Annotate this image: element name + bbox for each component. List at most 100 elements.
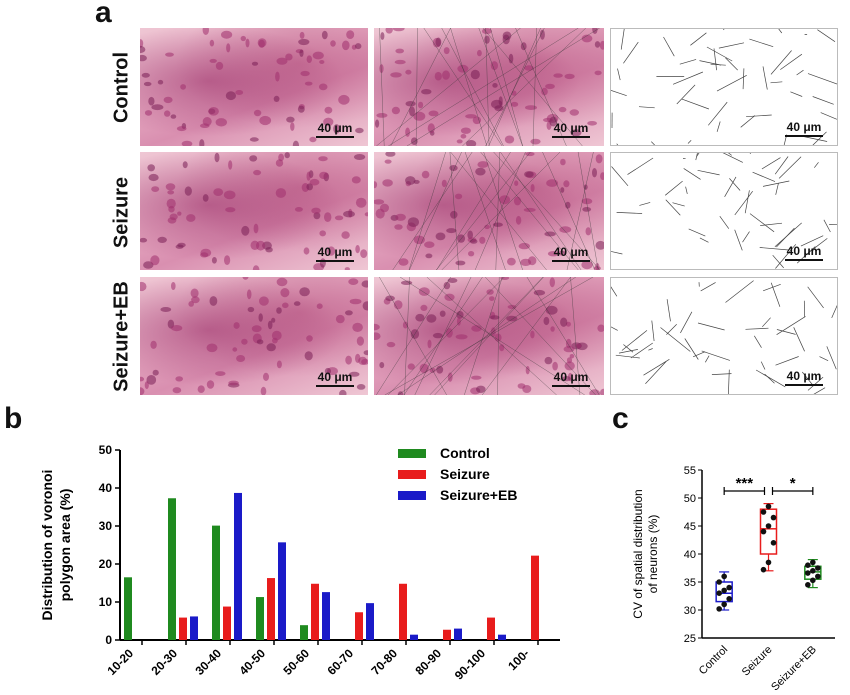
cell-nucleus bbox=[241, 338, 248, 345]
voronoi-edge bbox=[762, 283, 781, 292]
cell-nucleus bbox=[256, 339, 264, 345]
bar-seizure-eb bbox=[322, 592, 330, 640]
cell-nucleus bbox=[517, 383, 526, 389]
y-axis-label: CV of spatial distributionof neurons (%) bbox=[631, 489, 660, 618]
scale-bar-label: 40 μm bbox=[553, 245, 589, 259]
cell-nucleus bbox=[418, 101, 424, 109]
cell-nucleus bbox=[533, 289, 546, 296]
voronoi-edge bbox=[616, 212, 643, 214]
cell-nucleus bbox=[225, 207, 236, 213]
data-point bbox=[805, 582, 811, 588]
cell-nucleus bbox=[599, 40, 604, 50]
cell-nucleus bbox=[184, 186, 192, 196]
voronoi-edge bbox=[681, 98, 710, 110]
scale-bar-line bbox=[316, 260, 354, 262]
x-tick-label: Seizure bbox=[740, 644, 775, 679]
voronoi-line bbox=[415, 28, 418, 146]
cell-nucleus bbox=[344, 267, 350, 270]
voronoi-line bbox=[409, 152, 462, 270]
data-point bbox=[716, 606, 722, 612]
cell-nucleus bbox=[506, 315, 518, 322]
cell-nucleus bbox=[393, 300, 403, 310]
cell-nucleus bbox=[324, 212, 332, 222]
voronoi-line bbox=[480, 152, 579, 270]
row-label-seizure: Seizure bbox=[110, 176, 133, 249]
voronoi-line bbox=[450, 28, 488, 146]
cell-nucleus bbox=[442, 70, 450, 80]
cell-nucleus bbox=[490, 61, 498, 71]
cell-nucleus bbox=[539, 29, 545, 40]
cell-nucleus bbox=[443, 47, 450, 55]
voronoi-edge bbox=[770, 282, 781, 307]
data-point bbox=[805, 562, 811, 568]
voronoi-edge bbox=[774, 156, 789, 175]
cell-nucleus bbox=[565, 338, 572, 349]
legend-label: Control bbox=[440, 445, 490, 461]
cell-nucleus bbox=[306, 171, 311, 181]
voronoi-line bbox=[406, 28, 600, 146]
cell-nucleus bbox=[549, 277, 555, 288]
cell-nucleus bbox=[253, 169, 262, 176]
cell-nucleus bbox=[209, 39, 215, 47]
cell-nucleus bbox=[141, 72, 150, 78]
cell-nucleus bbox=[267, 320, 273, 330]
cell-nucleus bbox=[546, 179, 558, 187]
x-tick-label: Control bbox=[697, 644, 731, 678]
voronoi-line bbox=[542, 152, 596, 270]
cell-nucleus bbox=[392, 28, 405, 32]
y-tick-label: 0 bbox=[105, 633, 112, 647]
cell-nucleus bbox=[190, 288, 199, 298]
voronoi-line bbox=[450, 152, 547, 270]
cell-nucleus bbox=[321, 30, 328, 40]
scale-bar: 40 μm bbox=[552, 245, 590, 262]
cell-nucleus bbox=[455, 334, 468, 340]
voronoi-edge bbox=[665, 199, 681, 216]
cv-box-plot: 25 30 35 40 45 50 55 CV of spatial distribution… bbox=[631, 465, 835, 693]
cell-nucleus bbox=[475, 167, 486, 176]
cell-nucleus bbox=[492, 222, 503, 227]
voronoi-edge bbox=[820, 112, 837, 120]
cell-nucleus bbox=[300, 70, 310, 77]
seizure-voronoi-diagram: 40 μm bbox=[610, 152, 838, 270]
scale-bar-line bbox=[552, 136, 590, 138]
cell-nucleus bbox=[286, 116, 295, 123]
bar-seizure-eb bbox=[366, 603, 374, 640]
voronoi-edge bbox=[690, 32, 707, 46]
cell-nucleus bbox=[385, 28, 393, 34]
cell-nucleus bbox=[525, 152, 535, 157]
cell-nucleus bbox=[276, 360, 282, 369]
voronoi-edge bbox=[666, 324, 677, 335]
cell-nucleus bbox=[391, 106, 400, 115]
cell-nucleus bbox=[342, 40, 350, 51]
voronoi-line bbox=[490, 28, 523, 146]
scale-bar: 40 μm bbox=[316, 121, 354, 138]
voronoi-edge bbox=[722, 153, 743, 163]
cell-nucleus bbox=[276, 277, 288, 287]
control-voronoi-diagram: 40 μm bbox=[610, 28, 838, 146]
voronoi-edge bbox=[704, 355, 710, 363]
cell-nucleus bbox=[275, 71, 280, 82]
voronoi-edge bbox=[623, 344, 634, 353]
cell-nucleus bbox=[232, 347, 238, 352]
cell-nucleus bbox=[294, 207, 303, 212]
cell-nucleus bbox=[418, 287, 430, 296]
bar-seizure bbox=[223, 606, 231, 640]
cell-nucleus bbox=[318, 156, 328, 162]
cell-nucleus bbox=[450, 210, 458, 219]
voronoi-edge bbox=[623, 41, 639, 64]
cell-nucleus bbox=[245, 38, 250, 48]
cell-nucleus bbox=[558, 106, 567, 113]
cell-nucleus bbox=[552, 361, 558, 371]
voronoi-edge bbox=[734, 229, 743, 251]
cell-nucleus bbox=[309, 178, 320, 186]
cell-nucleus bbox=[197, 385, 205, 393]
cell-nucleus bbox=[167, 190, 175, 195]
cell-nucleus bbox=[170, 114, 177, 119]
voronoi-edge bbox=[809, 238, 828, 252]
x-tick-label: 20-30 bbox=[149, 646, 181, 678]
cell-nucleus bbox=[319, 230, 326, 237]
data-point bbox=[716, 590, 722, 596]
cell-nucleus bbox=[520, 258, 532, 266]
y-tick-label: 25 bbox=[684, 633, 696, 645]
voronoi-edge bbox=[817, 29, 836, 42]
